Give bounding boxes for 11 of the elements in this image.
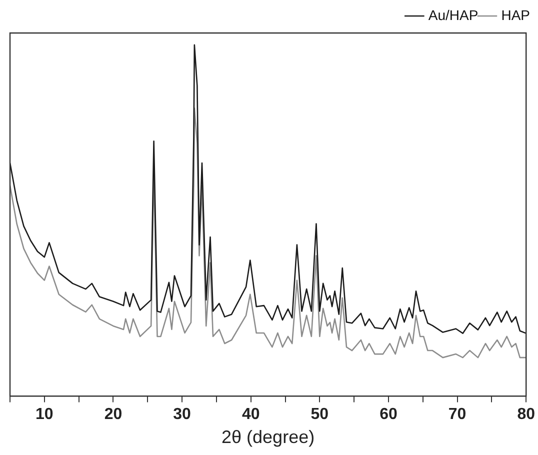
- x-tick-label: 20: [104, 406, 122, 424]
- x-tick-label: 50: [310, 406, 329, 424]
- legend-label: HAP: [501, 6, 530, 23]
- x-tick-label: 80: [517, 406, 536, 424]
- x-tick-label: 10: [36, 406, 54, 424]
- x-tick-label: 40: [242, 406, 260, 424]
- x-tick-label: 60: [380, 406, 398, 424]
- x-axis-title: 2θ (degree): [222, 427, 315, 448]
- x-tick-label: 30: [173, 406, 192, 424]
- x-tick-label: 70: [448, 406, 466, 424]
- legend-label: Au/HAP: [428, 6, 478, 23]
